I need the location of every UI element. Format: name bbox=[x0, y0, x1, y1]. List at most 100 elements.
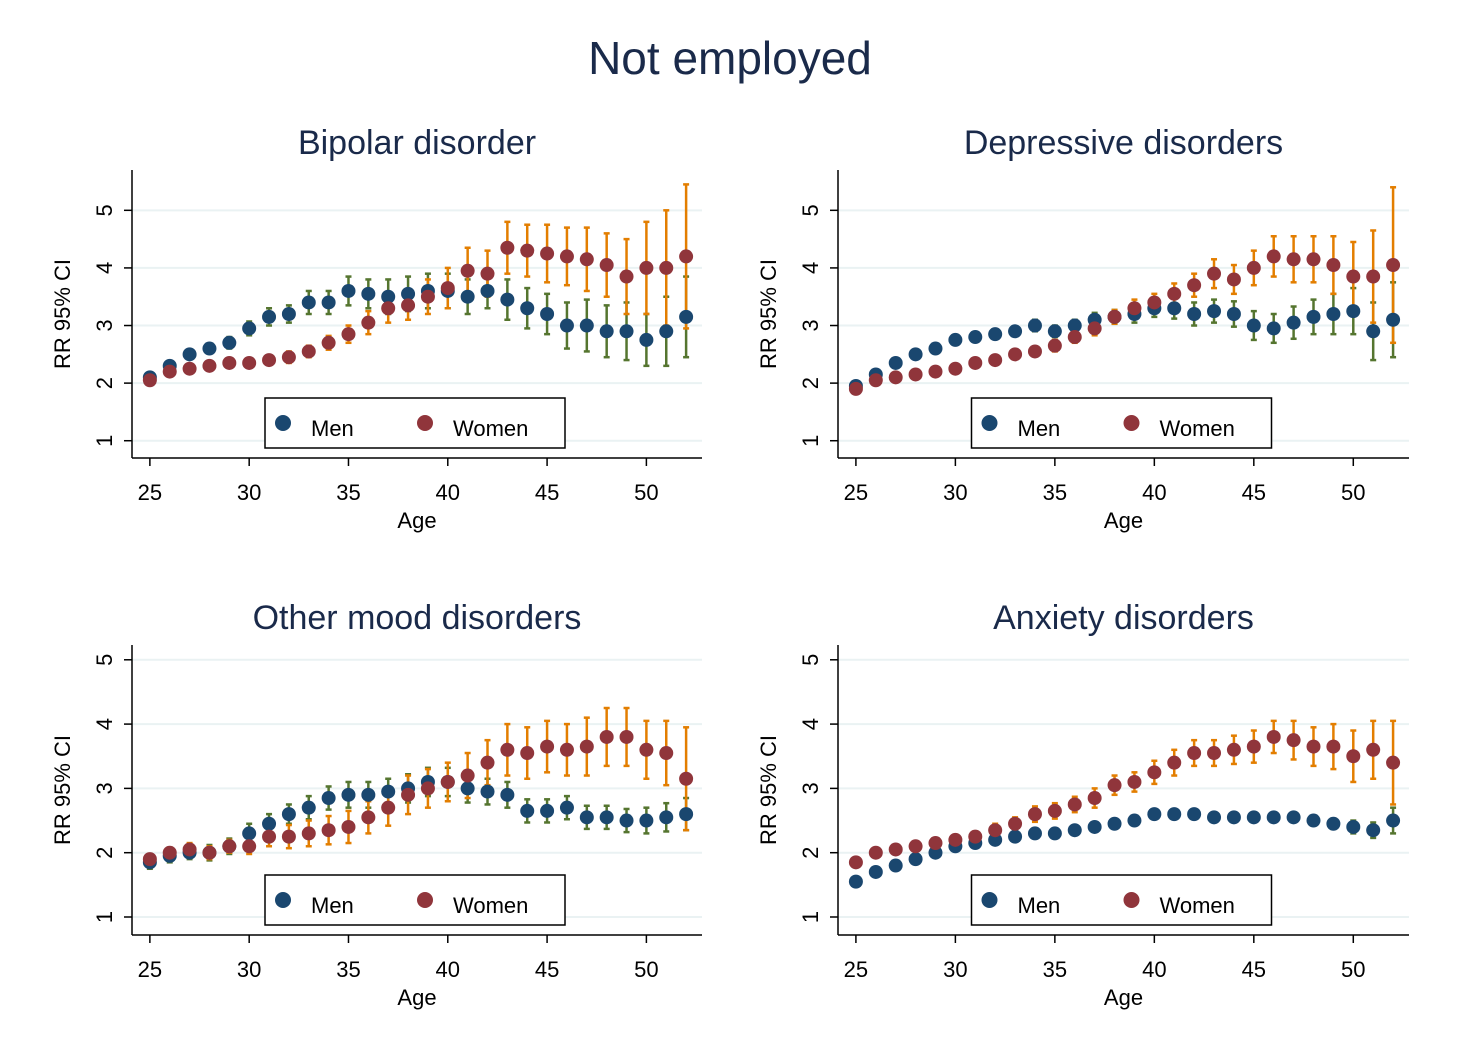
data-point bbox=[242, 355, 257, 370]
data-point bbox=[162, 845, 177, 860]
data-point bbox=[262, 829, 277, 844]
data-point bbox=[1107, 816, 1122, 831]
data-point bbox=[1346, 269, 1361, 284]
data-point bbox=[679, 249, 694, 264]
data-point bbox=[559, 800, 574, 815]
data-point bbox=[888, 355, 903, 370]
data-point bbox=[520, 803, 535, 818]
data-point bbox=[321, 791, 336, 806]
data-point bbox=[1207, 746, 1222, 761]
data-point bbox=[928, 845, 943, 860]
data-point bbox=[460, 768, 475, 783]
x-tick-label: 35 bbox=[336, 957, 360, 982]
data-point bbox=[599, 324, 614, 339]
data-point bbox=[1067, 823, 1082, 838]
y-tick-label: 3 bbox=[798, 319, 823, 331]
data-point bbox=[1366, 324, 1381, 339]
data-point bbox=[540, 246, 555, 261]
data-point bbox=[848, 874, 863, 889]
data-point bbox=[1047, 338, 1062, 353]
data-point bbox=[222, 839, 237, 854]
data-point bbox=[968, 829, 983, 844]
data-point bbox=[848, 381, 863, 396]
x-axis-title: Age bbox=[1104, 508, 1143, 533]
data-point bbox=[1027, 318, 1042, 333]
data-point bbox=[361, 315, 376, 330]
data-point bbox=[381, 289, 396, 304]
data-point bbox=[281, 829, 296, 844]
data-point bbox=[1366, 823, 1381, 838]
data-point bbox=[1187, 807, 1202, 822]
legend-box bbox=[970, 397, 1273, 449]
panel-title: Other mood disorders bbox=[253, 599, 582, 637]
legend-box bbox=[264, 874, 566, 926]
data-point bbox=[182, 361, 197, 376]
data-point bbox=[142, 852, 157, 867]
data-point bbox=[1087, 791, 1102, 806]
data-point bbox=[460, 263, 475, 278]
data-point bbox=[1266, 810, 1281, 825]
data-point bbox=[659, 746, 674, 761]
legend-label: Men bbox=[311, 893, 354, 918]
legend-label: Women bbox=[453, 416, 528, 441]
y-tick-label: 1 bbox=[92, 911, 117, 923]
data-point bbox=[988, 353, 1003, 368]
data-point bbox=[321, 295, 336, 310]
y-tick-label: 3 bbox=[798, 782, 823, 794]
y-tick-label: 1 bbox=[798, 435, 823, 447]
data-point bbox=[599, 729, 614, 744]
legend-box bbox=[970, 874, 1273, 926]
data-point bbox=[1087, 819, 1102, 834]
y-tick-label: 4 bbox=[92, 262, 117, 274]
data-point bbox=[341, 787, 356, 802]
data-point bbox=[908, 852, 923, 867]
data-point bbox=[908, 839, 923, 854]
data-point bbox=[1386, 755, 1401, 770]
data-point bbox=[1027, 807, 1042, 822]
data-point bbox=[1386, 312, 1401, 327]
data-point bbox=[1008, 816, 1023, 831]
data-point bbox=[262, 353, 277, 368]
data-point bbox=[619, 729, 634, 744]
data-point bbox=[579, 810, 594, 825]
x-tick-label: 50 bbox=[634, 480, 658, 505]
data-point bbox=[1346, 749, 1361, 764]
y-tick-label: 1 bbox=[798, 911, 823, 923]
data-point bbox=[1286, 315, 1301, 330]
data-point bbox=[500, 742, 515, 757]
data-point bbox=[321, 823, 336, 838]
x-tick-label: 45 bbox=[535, 480, 559, 505]
data-point bbox=[520, 243, 535, 258]
data-point bbox=[361, 286, 376, 301]
x-tick-label: 40 bbox=[1142, 480, 1166, 505]
data-point bbox=[420, 781, 435, 796]
data-point bbox=[1246, 739, 1261, 754]
x-tick-label: 30 bbox=[943, 480, 967, 505]
data-point bbox=[988, 823, 1003, 838]
x-tick-label: 35 bbox=[1043, 480, 1067, 505]
legend-marker bbox=[981, 415, 998, 431]
y-axis-title: RR 95% CI bbox=[756, 735, 781, 845]
data-point bbox=[341, 819, 356, 834]
data-point bbox=[262, 309, 277, 324]
legend-label: Women bbox=[1160, 416, 1235, 441]
legend-label: Men bbox=[1018, 893, 1061, 918]
data-point bbox=[1008, 829, 1023, 844]
data-point bbox=[420, 289, 435, 304]
x-tick-label: 40 bbox=[436, 957, 460, 982]
data-point bbox=[1067, 797, 1082, 812]
data-point bbox=[1326, 258, 1341, 273]
data-point bbox=[1187, 278, 1202, 293]
x-tick-label: 30 bbox=[237, 957, 261, 982]
data-point bbox=[1187, 746, 1202, 761]
data-point bbox=[1226, 272, 1241, 287]
data-point bbox=[341, 283, 356, 298]
data-point bbox=[281, 807, 296, 822]
data-point bbox=[401, 286, 416, 301]
data-point bbox=[361, 810, 376, 825]
data-point bbox=[928, 341, 943, 356]
data-point bbox=[381, 800, 396, 815]
data-point bbox=[1027, 344, 1042, 359]
x-tick-label: 35 bbox=[1043, 957, 1067, 982]
data-point bbox=[321, 335, 336, 350]
